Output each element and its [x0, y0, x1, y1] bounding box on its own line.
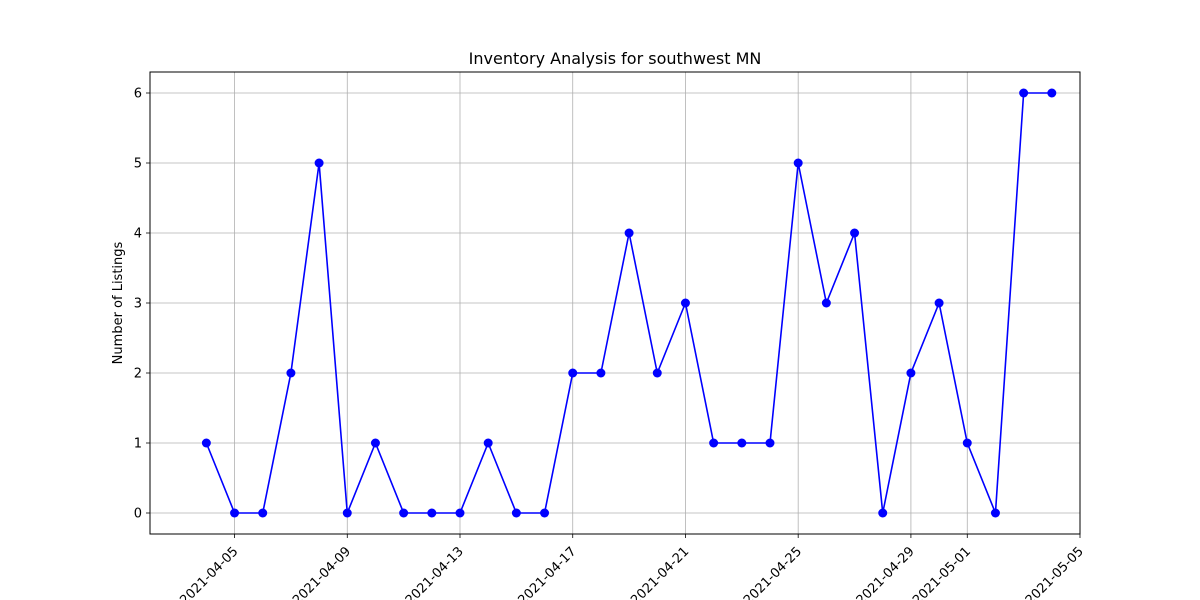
data-point: [624, 228, 634, 238]
data-point: [1047, 88, 1057, 98]
y-tick-label: 3: [134, 297, 142, 312]
series-markers: [201, 88, 1057, 518]
data-point: [850, 228, 860, 238]
data-point: [962, 438, 972, 448]
data-point: [906, 368, 916, 378]
data-point: [652, 368, 662, 378]
data-point: [1019, 88, 1029, 98]
y-tick-label: 2: [134, 367, 142, 382]
data-point: [934, 298, 944, 308]
y-tick-label: 5: [134, 157, 142, 172]
y-axis: 0 1 2 3 4 5 6: [134, 87, 150, 522]
data-point: [483, 438, 493, 448]
y-tick-label: 6: [134, 87, 142, 102]
chart-title: Inventory Analysis for southwest MN: [469, 49, 762, 68]
data-point: [821, 298, 831, 308]
y-tick-label: 0: [134, 507, 142, 522]
data-point: [596, 368, 606, 378]
data-point: [314, 158, 324, 168]
data-point: [709, 438, 719, 448]
data-point: [399, 508, 409, 518]
data-point: [990, 508, 1000, 518]
data-point: [680, 298, 690, 308]
y-tick-label: 1: [134, 437, 142, 452]
data-point: [342, 508, 352, 518]
data-point: [511, 508, 521, 518]
data-point: [286, 368, 296, 378]
data-point: [455, 508, 465, 518]
data-point: [878, 508, 888, 518]
data-point: [737, 438, 747, 448]
data-point: [568, 368, 578, 378]
data-point: [793, 158, 803, 168]
data-point: [427, 508, 437, 518]
data-point: [230, 508, 240, 518]
data-point: [201, 438, 211, 448]
data-point: [370, 438, 380, 448]
data-point: [765, 438, 775, 448]
y-tick-label: 4: [134, 227, 142, 242]
y-axis-label: Number of Listings: [111, 241, 126, 364]
data-point: [540, 508, 550, 518]
data-point: [258, 508, 268, 518]
